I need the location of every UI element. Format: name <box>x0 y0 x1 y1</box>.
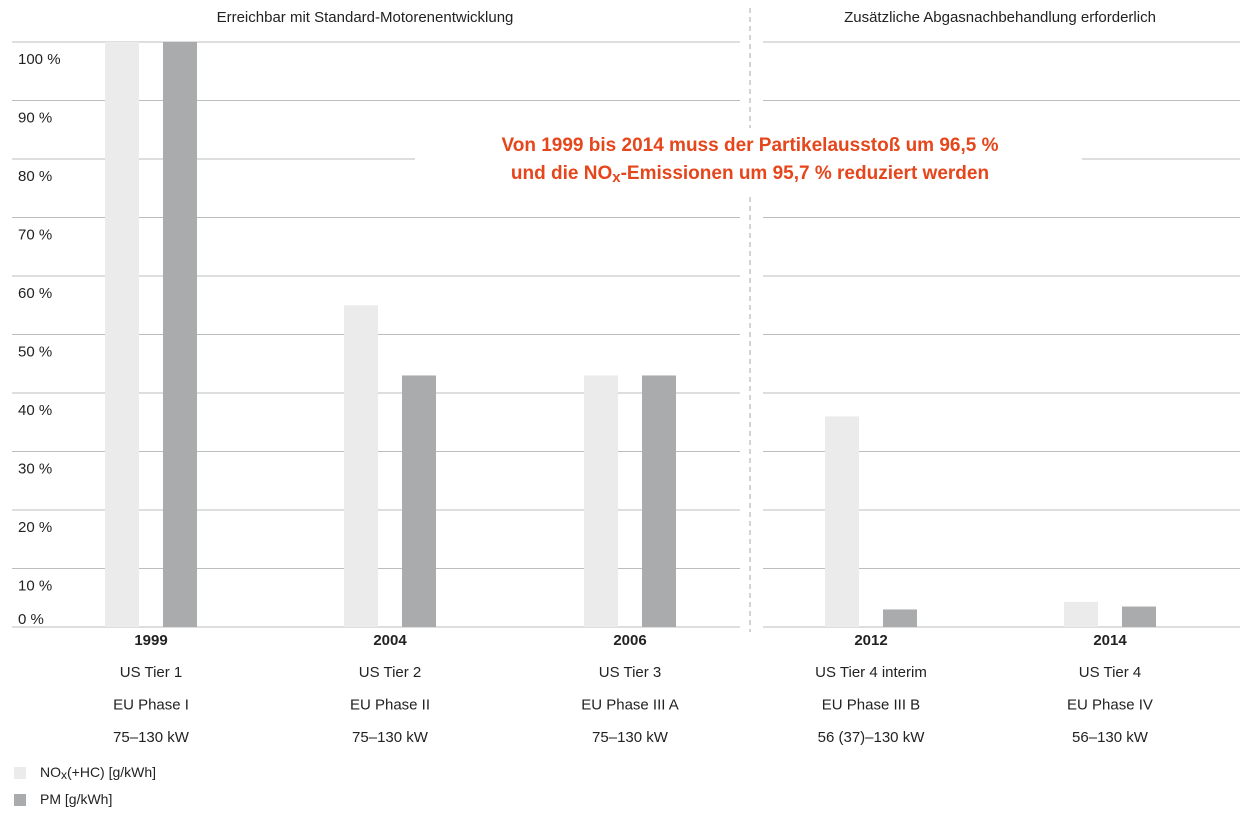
legend-text: (+HC) [g/kWh] <box>67 764 156 780</box>
x-tick-detail: US Tier 3 <box>599 664 662 681</box>
legend-swatch <box>14 794 26 806</box>
y-tick-label: 60 % <box>18 285 52 302</box>
x-tick-label: 2004 <box>373 632 407 649</box>
x-tick-detail: US Tier 4 <box>1079 664 1142 681</box>
x-tick-detail: EU Phase III B <box>822 696 920 713</box>
legend-swatch <box>14 767 26 779</box>
x-tick-detail: US Tier 1 <box>120 664 183 681</box>
x-tick-label: 2012 <box>854 632 887 649</box>
y-tick-label: 30 % <box>18 460 52 477</box>
bar <box>883 609 917 627</box>
bar <box>1122 606 1156 627</box>
section-label: Zusätzliche Abgasnachbehandlung erforder… <box>844 9 1156 26</box>
legend-text: NO <box>40 764 61 780</box>
annotation-text: Von 1999 bis 2014 muss der Partikelausst… <box>501 135 998 156</box>
x-tick-detail: EU Phase III A <box>581 696 679 713</box>
bar <box>163 42 197 627</box>
x-tick-detail: 75–130 kW <box>352 729 429 746</box>
bar <box>344 305 378 627</box>
x-tick-detail: EU Phase I <box>113 696 189 713</box>
x-tick-detail: 56–130 kW <box>1072 729 1149 746</box>
annotation: Von 1999 bis 2014 muss der Partikelausst… <box>501 135 998 156</box>
legend-label: NOx(+HC) [g/kWh] <box>40 764 156 782</box>
x-tick-detail: EU Phase IV <box>1067 696 1153 713</box>
y-tick-label: 20 % <box>18 519 52 536</box>
annotation-text: und die NO <box>511 163 612 184</box>
annotation-text: x <box>612 169 621 186</box>
section-label: Erreichbar mit Standard-Motorenentwicklu… <box>217 9 514 26</box>
x-tick-label: 1999 <box>134 632 167 649</box>
y-tick-label: 10 % <box>18 577 52 594</box>
bar <box>825 416 859 627</box>
bar <box>105 42 139 627</box>
y-tick-label: 0 % <box>18 611 44 628</box>
bar <box>402 375 436 627</box>
annotation-text: -Emissionen um 95,7 % reduziert werden <box>621 163 990 184</box>
x-tick-detail: 75–130 kW <box>592 729 669 746</box>
y-tick-label: 50 % <box>18 343 52 360</box>
bar <box>642 375 676 627</box>
annotation-background <box>415 128 1082 196</box>
x-tick-detail: US Tier 2 <box>359 664 422 681</box>
x-tick-detail: 56 (37)–130 kW <box>818 729 926 746</box>
legend-text: x <box>61 768 67 782</box>
x-tick-detail: EU Phase II <box>350 696 430 713</box>
y-tick-label: 100 % <box>18 51 61 68</box>
y-tick-label: 90 % <box>18 109 52 126</box>
y-tick-label: 80 % <box>18 168 52 185</box>
y-tick-label: 70 % <box>18 226 52 243</box>
legend-text: PM [g/kWh] <box>40 791 112 807</box>
bar <box>584 375 618 627</box>
annotation: und die NOx-Emissionen um 95,7 % reduzie… <box>511 163 989 186</box>
x-tick-label: 2014 <box>1093 632 1127 649</box>
legend-label: PM [g/kWh] <box>40 791 112 807</box>
x-tick-detail: US Tier 4 interim <box>815 664 927 681</box>
x-tick-label: 2006 <box>613 632 646 649</box>
bar <box>1064 601 1098 627</box>
y-tick-label: 40 % <box>18 402 52 419</box>
x-tick-detail: 75–130 kW <box>113 729 190 746</box>
